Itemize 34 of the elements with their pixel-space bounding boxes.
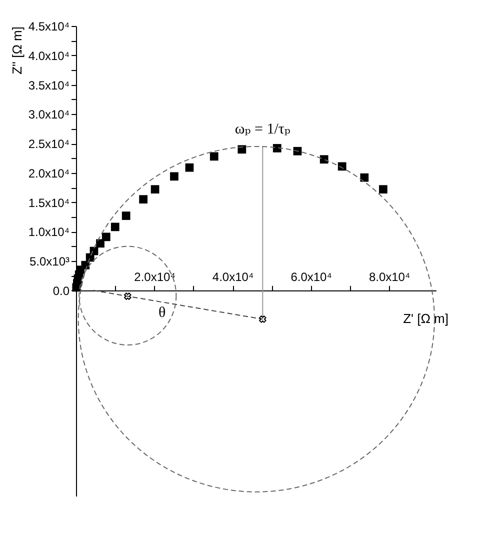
x-tick-label: 2.0x10⁴ xyxy=(134,270,176,284)
y-tick-label: 3.5x10⁴ xyxy=(28,78,70,92)
annotation: θ xyxy=(158,305,166,322)
annotation: ωₚ = 1/τₚ xyxy=(234,121,290,138)
point xyxy=(110,222,120,232)
point xyxy=(210,152,218,161)
point xyxy=(320,155,328,164)
point xyxy=(272,144,282,152)
x-tick-label: 4.0x10⁴ xyxy=(212,270,254,284)
y-tick-label: 0.0 xyxy=(52,284,70,298)
x-axis-title: Z' [Ω m] xyxy=(403,310,448,326)
point xyxy=(150,185,160,194)
point xyxy=(185,163,194,172)
point xyxy=(378,185,388,194)
x-tick-label: 6.0x10⁴ xyxy=(290,270,332,284)
x-tick-label: 8.0x10⁴ xyxy=(368,270,410,284)
point xyxy=(360,173,369,182)
y-tick-label: 5.0x10³ xyxy=(29,254,70,268)
y-tick-label: 4.5x10⁴ xyxy=(28,20,70,34)
y-tick-label: 2.5x10⁴ xyxy=(28,137,70,151)
y-axis-title: Z'' [Ω m] xyxy=(9,26,24,74)
y-tick-label: 1.0x10⁴ xyxy=(28,225,70,240)
y-tick-label: 1.5x10⁴ xyxy=(28,196,70,210)
point xyxy=(293,146,302,156)
point xyxy=(102,232,110,242)
point xyxy=(238,145,246,154)
y-tick-label: 2.0x10⁴ xyxy=(28,166,70,180)
point xyxy=(139,195,148,204)
y-tick-label: 4.0x10⁴ xyxy=(28,48,70,63)
point xyxy=(122,212,130,220)
point xyxy=(259,316,266,323)
point xyxy=(170,172,178,181)
point xyxy=(338,162,346,171)
y-tick-label: 3.0x10⁴ xyxy=(28,108,70,122)
